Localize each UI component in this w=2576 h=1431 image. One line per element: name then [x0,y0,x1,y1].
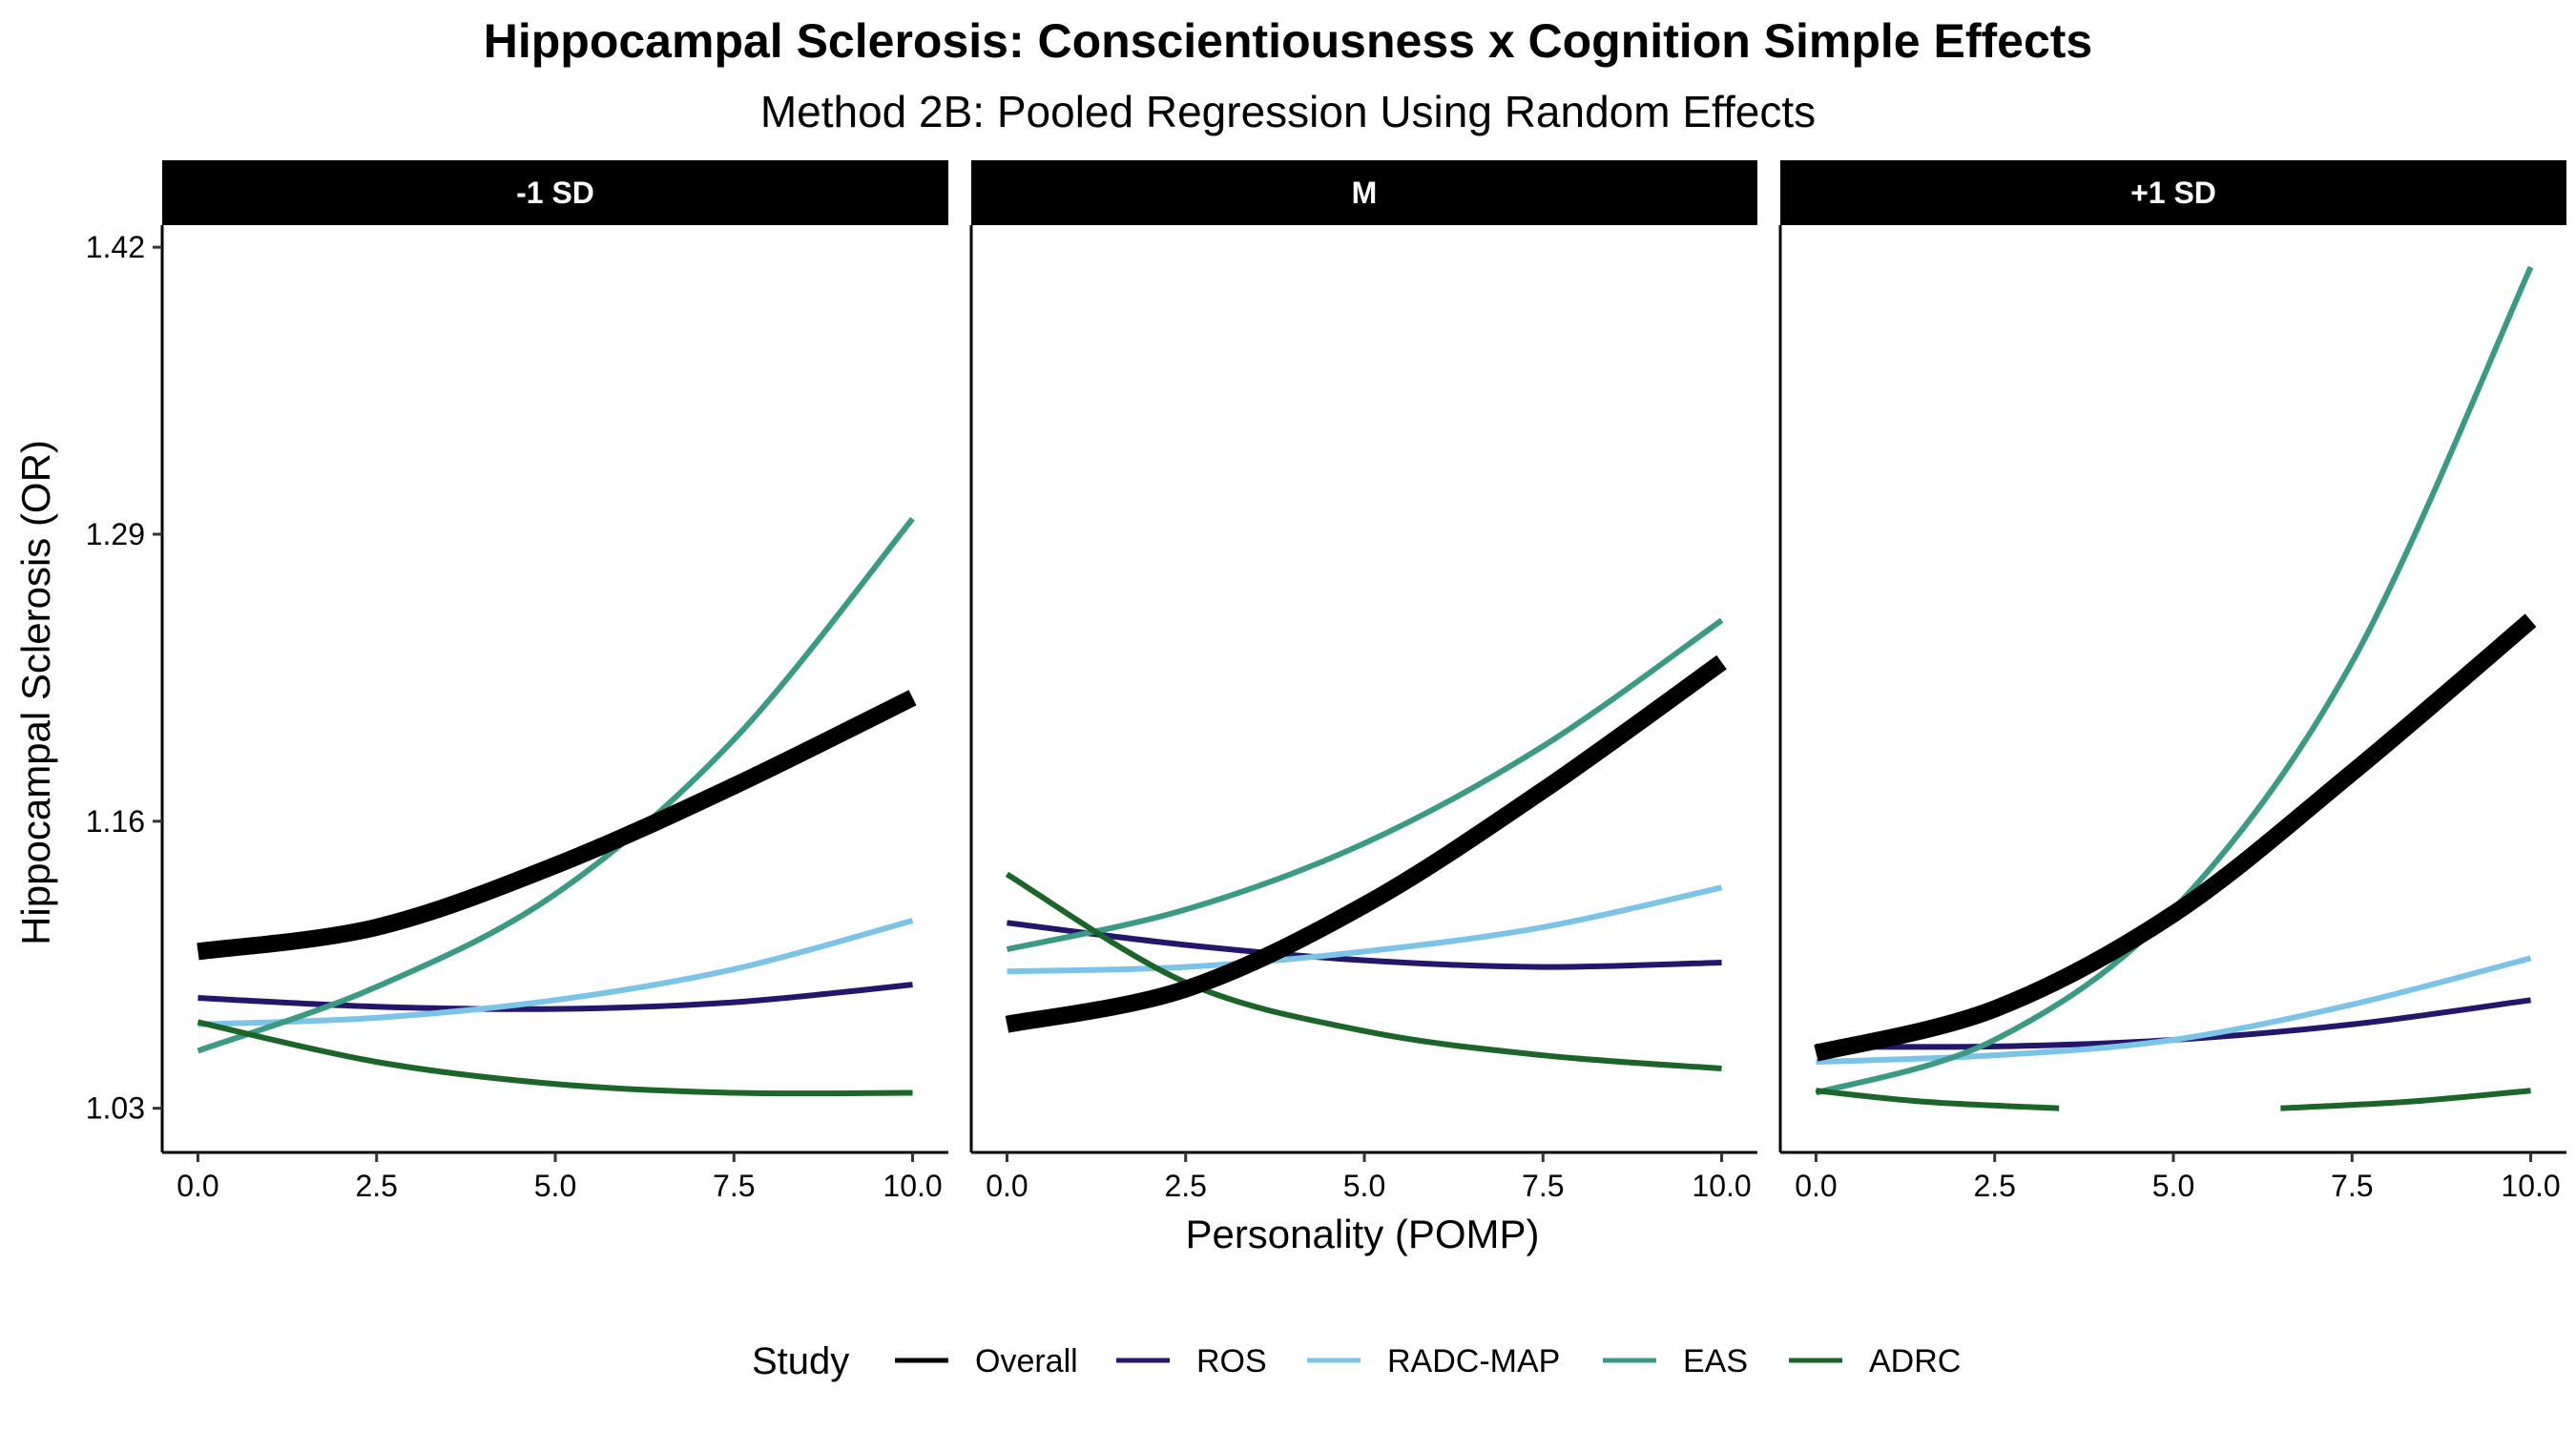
chart-subtitle: Method 2B: Pooled Regression Using Rando… [760,87,1816,136]
legend-label: EAS [1683,1343,1748,1379]
strip-label: -1 SD [516,176,594,210]
y-tick-label: 1.16 [86,804,145,839]
x-tick-label: 0.0 [1795,1169,1837,1203]
strip-background [162,160,948,225]
series-line-adrc [1816,1088,2060,1111]
y-tick-label: 1.29 [86,517,145,551]
series-lines [1814,265,2537,1111]
strip-background [971,160,1757,225]
y-tick-label: 1.03 [86,1091,145,1126]
x-tick-label: 5.0 [2152,1169,2194,1203]
series-line-radc-map [1007,884,1723,975]
panel-3: +1 SD 0.0 2.5 5.0 7.5 10.0 [1778,160,2566,1203]
x-tick-label: 0.0 [177,1169,218,1203]
x-axis-title: Personality (POMP) [1185,1212,1539,1256]
facet-panels: -1 SD 0.0 2.5 5.0 7.5 10.0 1.03 1.16 1.29 1.42 M 0.… [86,160,2566,1203]
chart-title: Hippocampal Sclerosis: Conscientiousness… [484,14,2092,68]
x-tick-label: 7.5 [2331,1169,2373,1203]
y-axis-title: Hippocampal Sclerosis (OR) [13,440,58,945]
legend-item-ros: ROS [1116,1343,1267,1379]
legend-item-eas: EAS [1603,1343,1748,1379]
x-tick-label: 5.0 [1343,1169,1385,1203]
y-tick-label: 1.42 [86,230,145,264]
strip-label: M [1352,176,1378,210]
series-line-adrc [197,1019,913,1097]
legend-item-adrc: ADRC [1789,1343,1961,1379]
series-line-adrc [1005,871,1722,1072]
series-line-overall [1005,654,1727,1033]
x-tick-label: 7.5 [1522,1169,1564,1203]
x-tick-label: 2.5 [355,1169,397,1203]
series-line-radc-map [197,918,914,1027]
x-tick-label: 2.5 [1973,1169,2015,1203]
legend-label: RADC-MAP [1387,1343,1560,1379]
x-tick-label: 0.0 [986,1169,1028,1203]
series-line-adrc [2280,1088,2531,1111]
series-line-eas [197,516,915,1054]
series-line-overall [1814,613,2537,1062]
series-line-ros [197,982,913,1012]
panel-1: -1 SD 0.0 2.5 5.0 7.5 10.0 1.03 1.16 1.29 1.42 [86,160,948,1203]
strip-background [1780,160,2566,225]
series-line-ros [1007,920,1722,970]
x-tick-label: 7.5 [713,1169,755,1203]
series-line-radc-map [1816,955,2532,1066]
legend-item-overall: Overall [895,1343,1078,1379]
legend-title: Study [752,1340,849,1382]
series-lines [197,516,917,1097]
x-tick-label: 10.0 [883,1169,942,1203]
series-line-overall [197,690,917,961]
strip-label: +1 SD [2130,176,2216,210]
series-line-eas [1006,617,1724,953]
series-lines [1005,617,1727,1072]
legend: Study Overall ROS RADC-MAP EAS ADRC [752,1340,1961,1382]
legend-item-radc-map: RADC-MAP [1307,1343,1560,1379]
panel-2: M 0.0 2.5 5.0 7.5 10.0 [969,160,1757,1203]
legend-label: ADRC [1869,1343,1961,1379]
x-tick-label: 10.0 [1692,1169,1751,1203]
series-line-eas [1815,265,2534,1096]
x-tick-label: 2.5 [1164,1169,1206,1203]
x-tick-label: 5.0 [534,1169,576,1203]
legend-label: ROS [1196,1343,1267,1379]
legend-label: Overall [975,1343,1078,1379]
x-tick-label: 10.0 [2501,1169,2560,1203]
